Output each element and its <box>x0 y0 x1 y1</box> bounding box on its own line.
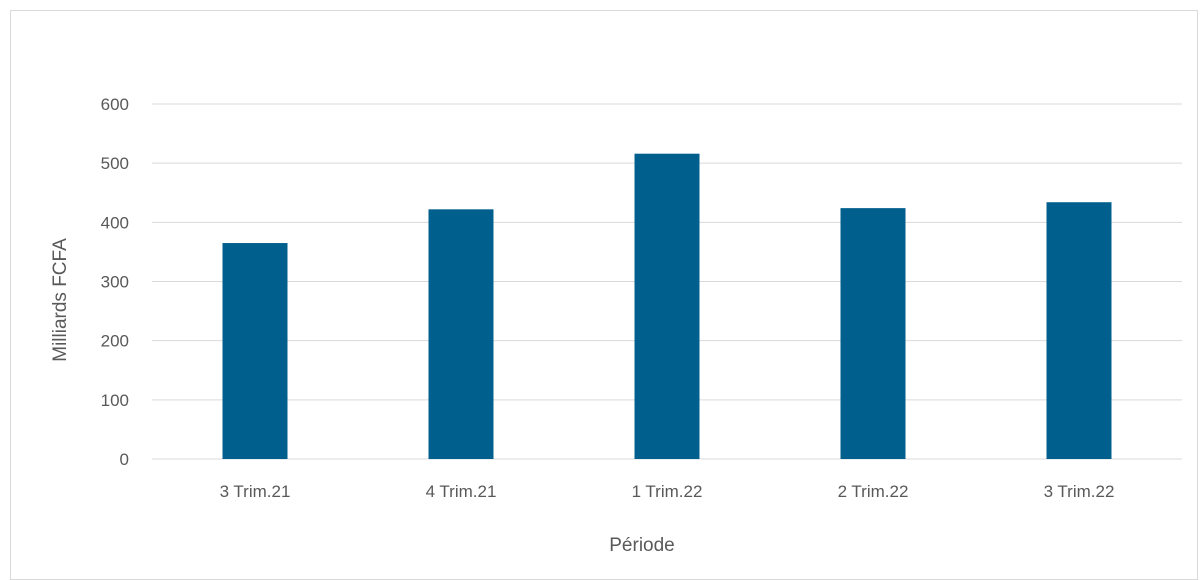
y-tick-label: 200 <box>101 332 129 351</box>
x-tick-label: 1 Trim.22 <box>632 482 703 501</box>
y-tick-label: 400 <box>101 213 129 232</box>
x-tick-label: 2 Trim.22 <box>838 482 909 501</box>
x-axis-title: Période <box>609 535 675 556</box>
x-axis-ticks: 3 Trim.21 4 Trim.21 1 Trim.22 2 Trim.22 3 Tr… <box>220 482 1115 501</box>
x-tick-label: 4 Trim.21 <box>426 482 497 501</box>
x-tick-label: 3 Trim.22 <box>1044 482 1115 501</box>
y-tick-label: 0 <box>120 450 129 469</box>
y-tick-label: 300 <box>101 273 129 292</box>
bar-4 <box>840 208 906 459</box>
bar-3 <box>634 153 700 459</box>
y-tick-label: 100 <box>101 391 129 410</box>
x-tick-label: 3 Trim.21 <box>220 482 291 501</box>
y-tick-label: 500 <box>101 154 129 173</box>
chart-frame <box>10 10 1198 580</box>
bar-5 <box>1046 202 1112 459</box>
bars <box>222 153 1112 459</box>
bar-2 <box>428 209 494 459</box>
y-tick-label: 600 <box>101 95 129 114</box>
bar-1 <box>222 243 288 459</box>
y-axis-title: Milliards FCFA <box>50 238 71 362</box>
y-axis-ticks: 0 100 200 300 400 500 600 <box>101 95 129 469</box>
